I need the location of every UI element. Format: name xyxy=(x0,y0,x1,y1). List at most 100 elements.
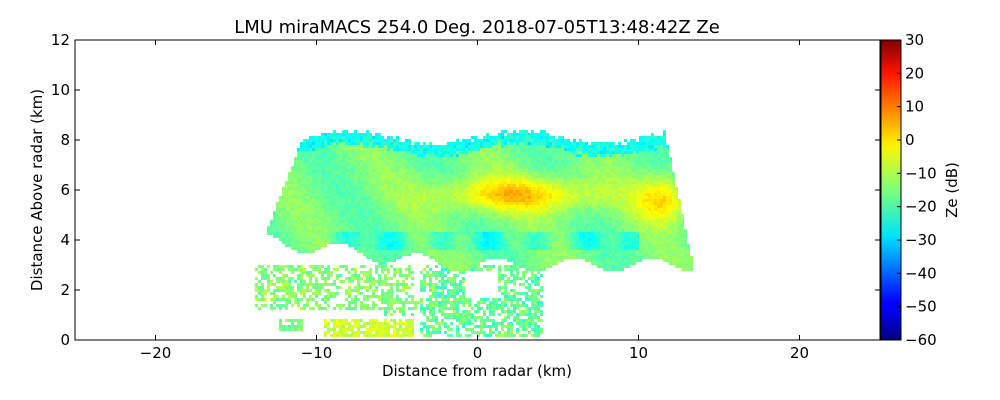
ze-cell xyxy=(498,250,501,253)
ze-cell xyxy=(372,226,375,229)
ze-cell xyxy=(534,331,537,334)
ze-cell xyxy=(525,229,528,232)
ze-cell xyxy=(459,166,462,169)
ze-cell xyxy=(402,178,405,181)
ze-cell xyxy=(474,238,477,241)
ze-cell xyxy=(279,277,282,280)
ze-cell xyxy=(519,277,522,280)
ze-cell xyxy=(504,160,507,163)
ze-cell xyxy=(555,226,558,229)
ze-cell xyxy=(468,316,471,319)
ze-cell xyxy=(531,304,534,307)
ze-cell xyxy=(372,142,375,145)
ze-cell xyxy=(504,325,507,328)
ze-cell xyxy=(300,232,303,235)
ze-cell xyxy=(354,202,357,205)
ze-cell xyxy=(411,235,414,238)
ze-cell xyxy=(447,325,450,328)
ze-cell xyxy=(492,226,495,229)
ze-cell xyxy=(327,295,330,298)
ze-cell xyxy=(318,265,321,268)
ze-cell xyxy=(555,208,558,211)
ze-cell xyxy=(303,226,306,229)
ze-cell xyxy=(546,214,549,217)
ze-cell xyxy=(396,220,399,223)
ze-cell xyxy=(354,217,357,220)
ze-cell xyxy=(285,214,288,217)
ze-cell xyxy=(555,241,558,244)
ze-cell xyxy=(381,178,384,181)
ze-cell xyxy=(390,295,393,298)
ze-cell xyxy=(378,148,381,151)
ze-cell xyxy=(474,265,477,268)
ze-cell xyxy=(330,157,333,160)
ze-cell xyxy=(438,205,441,208)
ze-cell xyxy=(282,325,285,328)
ze-cell xyxy=(555,250,558,253)
ze-cell xyxy=(336,154,339,157)
ze-cell xyxy=(390,304,393,307)
ze-cell xyxy=(552,217,555,220)
ze-cell xyxy=(534,190,537,193)
ze-cell xyxy=(276,208,279,211)
ze-cell xyxy=(312,232,315,235)
ze-cell xyxy=(345,238,348,241)
ze-cell xyxy=(453,199,456,202)
ze-cell xyxy=(537,247,540,250)
ze-cell xyxy=(558,241,561,244)
ze-cell xyxy=(402,211,405,214)
ze-cell xyxy=(546,133,549,136)
ze-cell xyxy=(546,163,549,166)
ze-cell xyxy=(468,220,471,223)
ze-cell xyxy=(468,199,471,202)
ze-cell xyxy=(369,253,372,256)
ze-cell xyxy=(339,334,342,337)
ze-cell xyxy=(492,148,495,151)
ze-cell xyxy=(507,175,510,178)
ze-cell xyxy=(462,205,465,208)
ze-cell xyxy=(369,157,372,160)
ze-cell xyxy=(270,298,273,301)
ze-cell xyxy=(501,199,504,202)
ze-cell xyxy=(408,166,411,169)
ze-cell xyxy=(360,139,363,142)
ze-cell xyxy=(312,139,315,142)
ze-cell xyxy=(291,208,294,211)
ze-cell xyxy=(462,235,465,238)
ze-cell xyxy=(387,298,390,301)
ze-cell xyxy=(510,271,513,274)
ze-cell xyxy=(465,310,468,313)
ze-cell xyxy=(447,223,450,226)
ze-cell xyxy=(456,301,459,304)
ze-cell xyxy=(534,262,537,265)
ze-cell xyxy=(558,259,561,262)
ze-cell xyxy=(372,181,375,184)
ze-cell xyxy=(507,238,510,241)
ze-cell xyxy=(459,256,462,259)
ze-cell xyxy=(354,157,357,160)
ze-cell xyxy=(363,334,366,337)
ze-cell xyxy=(459,322,462,325)
ze-cell xyxy=(540,313,543,316)
ze-cell xyxy=(375,322,378,325)
ze-cell xyxy=(378,220,381,223)
ze-cell xyxy=(381,163,384,166)
ze-cell xyxy=(351,328,354,331)
ze-cell xyxy=(504,292,507,295)
ze-cell xyxy=(300,190,303,193)
ze-cell xyxy=(348,277,351,280)
ze-cell xyxy=(369,139,372,142)
ze-cell xyxy=(525,259,528,262)
ze-cell xyxy=(465,301,468,304)
ze-cell xyxy=(513,304,516,307)
ze-cell xyxy=(462,247,465,250)
ze-cell xyxy=(504,163,507,166)
ze-cell xyxy=(498,193,501,196)
ze-cell xyxy=(372,154,375,157)
ze-cell xyxy=(456,184,459,187)
ze-cell xyxy=(294,235,297,238)
ze-cell xyxy=(531,211,534,214)
ze-cell xyxy=(498,211,501,214)
ze-cell xyxy=(435,304,438,307)
ze-cell xyxy=(432,247,435,250)
